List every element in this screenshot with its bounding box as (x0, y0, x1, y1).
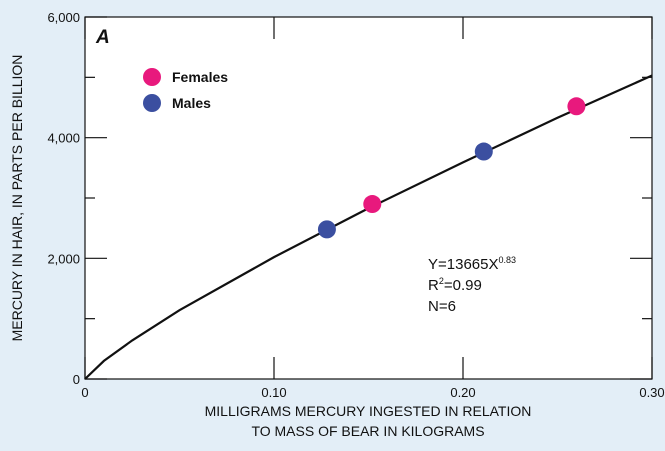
annotation: Y=13665X0.83 (428, 255, 516, 273)
legend-label: Females (172, 69, 228, 85)
annotation: N=6 (428, 298, 456, 315)
x-axis-label: TO MASS OF BEAR IN KILOGRAMS (251, 423, 484, 439)
legend-label: Males (172, 95, 211, 111)
data-point (317, 220, 336, 239)
exponent: 0.83 (498, 255, 516, 265)
panel-label: A (95, 27, 110, 48)
fit-curve (84, 74, 653, 380)
equation: Y=13665X (428, 256, 498, 273)
data-point (363, 195, 382, 214)
y-tick-label: 2,000 (47, 251, 80, 266)
data-point (567, 97, 586, 116)
data-point (474, 142, 493, 161)
r-sup: 2 (439, 276, 444, 286)
y-tick-label: 6,000 (47, 10, 80, 25)
x-tick-label: 0.30 (639, 385, 664, 400)
r-label: R (428, 277, 439, 294)
legend-marker (143, 68, 161, 86)
y-axis-label: MERCURY IN HAIR, IN PARTS PER BILLION (9, 55, 25, 342)
annotation: R2=0.99 (428, 276, 482, 294)
legend-marker (143, 94, 161, 112)
x-tick-label: 0.10 (261, 385, 286, 400)
r-value: =0.99 (444, 277, 482, 294)
x-tick-label: 0 (81, 385, 88, 400)
y-tick-label: 4,000 (47, 131, 80, 146)
x-tick-label: 0.20 (450, 385, 475, 400)
x-axis-label: MILLIGRAMS MERCURY INGESTED IN RELATION (205, 403, 532, 419)
y-tick-label: 0 (73, 372, 80, 387)
